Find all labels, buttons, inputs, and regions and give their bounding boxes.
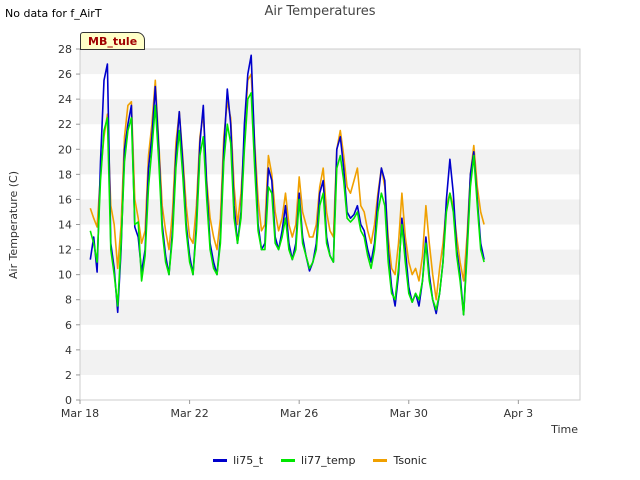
x-axis-label: Time — [550, 423, 578, 436]
x-tick-label: Mar 18 — [61, 407, 99, 420]
legend-label-tsonic: Tsonic — [393, 454, 427, 467]
grid-band — [80, 149, 580, 175]
grid-band — [80, 174, 580, 200]
y-tick-label: 28 — [58, 43, 72, 56]
x-tick-label: Mar 22 — [170, 407, 208, 420]
grid-band — [80, 74, 580, 100]
x-tick-label: Mar 30 — [390, 407, 428, 420]
grid-band — [80, 324, 580, 350]
legend-swatch-li77_temp — [281, 459, 296, 462]
legend-item-li75_t: li75_t — [213, 454, 263, 467]
chart-title: Air Temperatures — [264, 4, 376, 19]
grid-bands — [80, 49, 580, 400]
x-axis-ticks: Mar 18 Mar 22 Mar 26 Mar 30 Apr 3 — [61, 400, 533, 420]
grid-band — [80, 49, 580, 75]
legend-swatch-li75_t — [213, 459, 228, 462]
y-tick-label: 6 — [65, 319, 72, 332]
grid-band — [80, 274, 580, 300]
legend-swatch-tsonic — [373, 459, 388, 462]
y-tick-label: 12 — [58, 244, 72, 257]
grid-band — [80, 124, 580, 150]
y-tick-label: 10 — [58, 269, 72, 282]
y-tick-label: 18 — [58, 168, 72, 181]
grid-band — [80, 299, 580, 325]
no-data-note: No data for f_AirT — [5, 7, 102, 20]
y-tick-label: 16 — [58, 193, 72, 206]
y-tick-label: 20 — [58, 143, 72, 156]
y-tick-label: 22 — [58, 118, 72, 131]
grid-band — [80, 99, 580, 125]
x-tick-label: Mar 26 — [280, 407, 318, 420]
y-tick-label: 0 — [65, 394, 72, 407]
series-line-li75_t — [89, 54, 485, 316]
legend-label-li77_temp: li77_temp — [301, 454, 356, 467]
site-tag: MB_tule — [80, 32, 146, 50]
grid-band — [80, 349, 580, 375]
legend-item-tsonic: Tsonic — [373, 454, 427, 467]
grid-band — [80, 374, 580, 400]
grid-band — [80, 199, 580, 225]
x-tick-label: Apr 3 — [504, 407, 534, 420]
y-axis-label: Air Temperature (C) — [7, 171, 20, 279]
series-line-li77_temp — [89, 92, 485, 316]
y-tick-label: 2 — [65, 369, 72, 382]
y-tick-label: 26 — [58, 68, 72, 81]
y-tick-label: 14 — [58, 219, 72, 232]
y-tick-label: 24 — [58, 93, 72, 106]
legend-item-li77_temp: li77_temp — [281, 454, 355, 467]
y-tick-label: 4 — [65, 344, 72, 357]
legend-label-li75_t: li75_t — [233, 454, 264, 467]
y-tick-label: 8 — [65, 294, 72, 307]
series-lines — [89, 54, 485, 316]
legend: li75_t li77_temp Tsonic — [0, 454, 640, 467]
